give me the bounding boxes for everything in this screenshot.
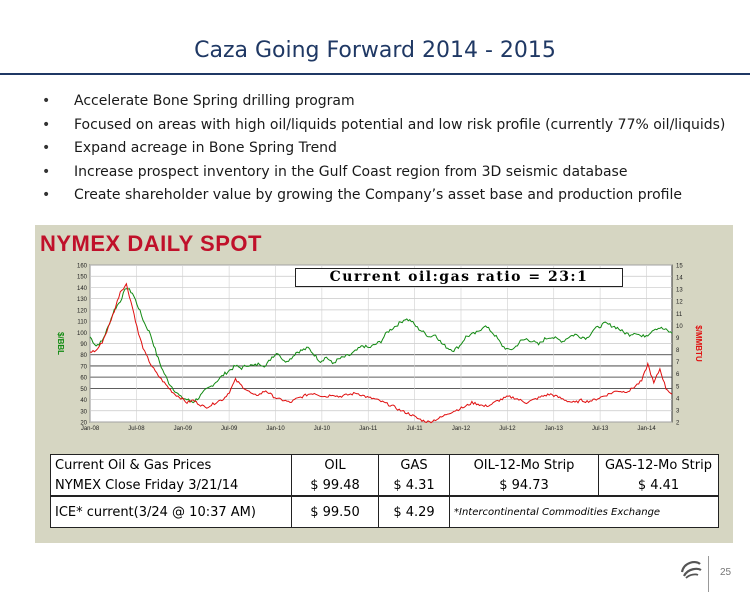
y-right-tick-label: 3 xyxy=(676,408,680,414)
oil-price-cell: $ 99.48 xyxy=(291,475,379,496)
bullet-item: • Expand acreage in Bone Spring Trend xyxy=(42,137,725,161)
y-right-tick-label: 9 xyxy=(676,336,680,342)
y-left-tick-label: 70 xyxy=(80,364,87,370)
oil-price-cell: $ 99.50 xyxy=(291,495,379,528)
bullet-dot-icon: • xyxy=(42,163,51,180)
title-divider xyxy=(0,73,750,75)
row-label: NYMEX Close Friday 3/21/14 xyxy=(50,475,292,496)
y-left-tick-label: 60 xyxy=(80,376,87,382)
footer-divider xyxy=(708,556,709,592)
bullet-item: • Create shareholder value by growing the… xyxy=(42,184,725,208)
y-right-tick-label: 15 xyxy=(676,264,683,270)
table-row: NYMEX Close Friday 3/21/14 $ 99.48 $ 4.3… xyxy=(50,475,719,496)
company-logo-icon xyxy=(680,561,702,579)
bullet-dot-icon: • xyxy=(42,116,51,133)
bullet-item: • Focused on areas with high oil/liquids … xyxy=(42,114,725,138)
y-left-tick-label: 20 xyxy=(80,421,87,427)
bullet-text: Increase prospect inventory in the Gulf … xyxy=(74,163,628,180)
y-left-tick-label: 50 xyxy=(80,387,87,393)
slide-title: Caza Going Forward 2014 - 2015 xyxy=(194,38,556,63)
y-left-tick-label: 110 xyxy=(77,320,87,326)
x-tick-label: Jul-11 xyxy=(407,426,424,432)
header-cell: OIL-12-Mo Strip xyxy=(449,454,599,475)
bullet-dot-icon: • xyxy=(42,140,51,156)
table-header-row: Current Oil & Gas Prices OIL GAS OIL-12-… xyxy=(50,454,719,475)
x-tick-label: Jan-14 xyxy=(637,426,656,432)
gas-price-cell: $ 4.31 xyxy=(378,475,450,496)
y-right-tick-label: 4 xyxy=(676,396,680,402)
x-tick-label: Jul-10 xyxy=(314,426,331,432)
y-left-tick-label: 160 xyxy=(77,264,88,270)
y-left-tick-label: 90 xyxy=(80,342,87,348)
gas-strip-cell: $ 4.41 xyxy=(598,475,719,496)
y-left-tick-label: 150 xyxy=(77,275,88,281)
y-left-axis-label: $/BBL xyxy=(56,332,65,355)
price-table: Current Oil & Gas Prices OIL GAS OIL-12-… xyxy=(50,454,719,528)
x-tick-label: Jan-08 xyxy=(81,426,100,432)
bullet-item: • Increase prospect inventory in the Gulf… xyxy=(42,161,725,185)
header-cell: Current Oil & Gas Prices xyxy=(50,454,292,475)
ice-footnote: *Intercontinental Commodities Exchange xyxy=(449,495,719,528)
nymex-chart-panel: NYMEX DAILY SPOT 20 30 40 50 60 70 80 90 100 110 1… xyxy=(35,225,733,543)
y-right-tick-label: 2 xyxy=(676,421,680,427)
oil-price-line xyxy=(89,288,673,404)
bullet-text: Accelerate Bone Spring drilling program xyxy=(74,93,355,109)
bullet-dot-icon: • xyxy=(42,93,51,109)
page-number: 25 xyxy=(720,567,732,578)
header-cell: OIL xyxy=(291,454,379,475)
y-right-tick-label: 7 xyxy=(676,360,680,366)
x-tick-label: Jan-11 xyxy=(359,426,378,432)
header-cell: GAS-12-Mo Strip xyxy=(598,454,719,475)
bullet-list: • Accelerate Bone Spring drilling program… xyxy=(42,90,725,208)
bullet-dot-icon: • xyxy=(42,187,51,203)
y-right-tick-label: 11 xyxy=(676,312,683,318)
y-left-tick-label: 130 xyxy=(77,297,88,303)
gas-price-line xyxy=(89,282,673,424)
oil-strip-cell: $ 94.73 xyxy=(449,475,599,496)
y-left-tick-label: 120 xyxy=(77,308,88,314)
y-left-tick-label: 40 xyxy=(80,398,87,404)
y-right-tick-label: 10 xyxy=(676,324,683,330)
y-left-tick-label: 140 xyxy=(77,286,88,292)
x-tick-label: Jul-13 xyxy=(592,426,609,432)
bullet-text: Expand acreage in Bone Spring Trend xyxy=(74,140,337,156)
bullet-item: • Accelerate Bone Spring drilling program xyxy=(42,90,725,114)
y-right-tick-label: 14 xyxy=(676,276,683,282)
oil-gas-ratio-annotation: Current oil:gas ratio = 23:1 xyxy=(295,268,623,287)
y-right-tick-label: 5 xyxy=(676,384,680,390)
gas-price-cell: $ 4.29 xyxy=(378,495,450,528)
x-tick-label: Jul-12 xyxy=(499,426,516,432)
x-tick-label: Jan-09 xyxy=(174,426,193,432)
table-row: ICE* current(3/24 @ 10:37 AM) $ 99.50 $ … xyxy=(50,495,719,528)
x-tick-label: Jul-08 xyxy=(128,426,145,432)
price-line-chart: 20 30 40 50 60 70 80 90 100 110 120 130 140 150 160 2 3 4… xyxy=(56,264,703,433)
y-left-tick-label: 80 xyxy=(80,353,87,359)
header-cell: GAS xyxy=(378,454,450,475)
row-label: ICE* current(3/24 @ 10:37 AM) xyxy=(50,495,292,528)
chart-title: NYMEX DAILY SPOT xyxy=(40,231,262,256)
y-right-axis-label: $/MMBTU xyxy=(694,325,703,362)
bullet-text: Create shareholder value by growing the … xyxy=(74,187,682,203)
y-right-tick-label: 6 xyxy=(676,372,680,378)
y-right-tick-label: 8 xyxy=(676,348,680,354)
x-tick-label: Jan-12 xyxy=(452,426,471,432)
y-left-tick-label: 30 xyxy=(80,409,87,415)
x-tick-label: Jul-09 xyxy=(221,426,238,432)
bullet-text: Focused on areas with high oil/liquids p… xyxy=(74,116,726,133)
y-right-tick-label: 13 xyxy=(676,288,683,294)
x-tick-label: Jan-10 xyxy=(266,426,285,432)
y-right-tick-label: 12 xyxy=(676,300,683,306)
x-tick-label: Jan-13 xyxy=(545,426,564,432)
y-left-tick-label: 100 xyxy=(77,331,88,337)
